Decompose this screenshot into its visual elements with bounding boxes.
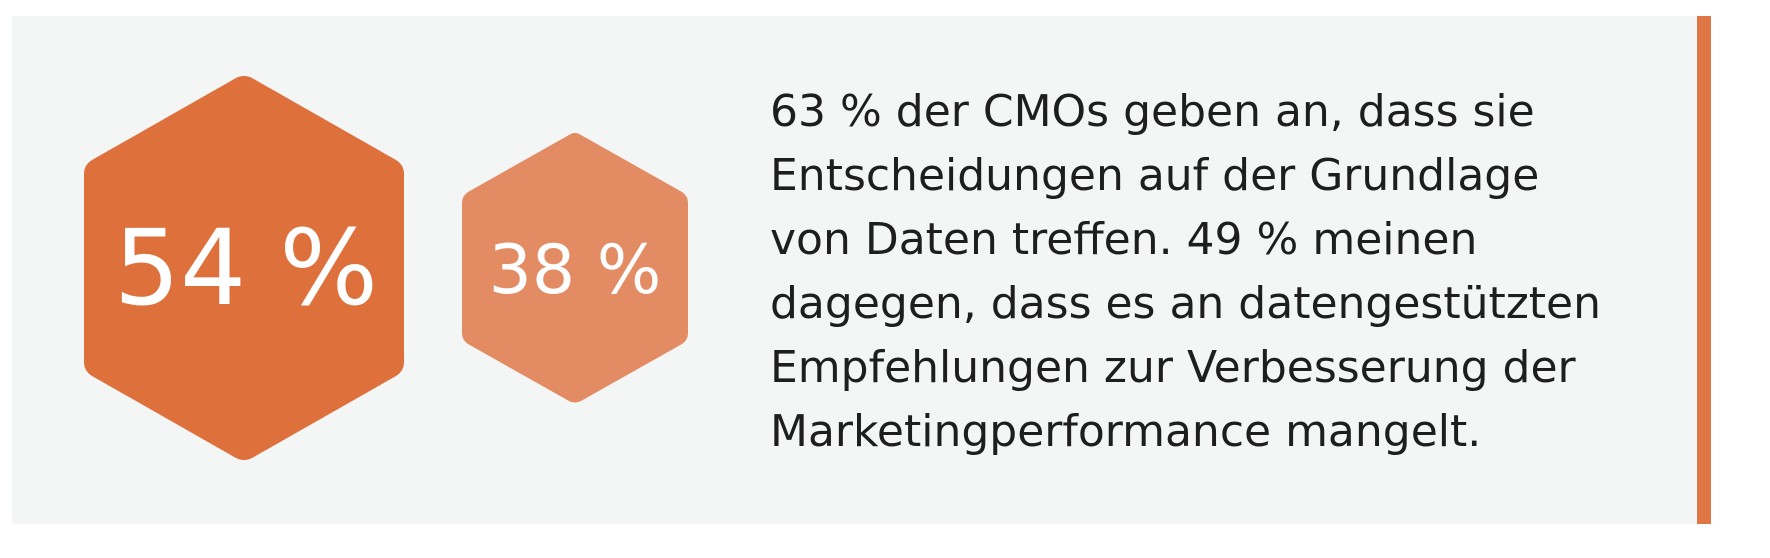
- stat-description-line: Entscheidungen auf der Grundlage: [770, 150, 1540, 201]
- stat-description-line: Empfehlungen zur Verbesserung der: [770, 342, 1576, 393]
- hexagon-shape-secondary: [462, 133, 688, 403]
- primary-stat-value: 54 %: [113, 207, 379, 329]
- stat-description: 63 % der CMOs geben an, dass sie Entsche…: [770, 80, 1670, 464]
- stat-description-line: dagegen, dass es an datengestützten: [770, 278, 1602, 329]
- stat-description-line: 63 % der CMOs geben an, dass sie: [770, 86, 1535, 137]
- stat-description-line: Marketingperformance mangelt.: [770, 406, 1482, 457]
- stat-description-line: von Daten treffen. 49 % meinen: [770, 214, 1478, 265]
- hexagon-shape-primary: [84, 76, 404, 460]
- secondary-stat-value: 38 %: [488, 230, 662, 310]
- accent-bar: [1697, 16, 1711, 524]
- hexagon-secondary-stat: 38 %: [460, 133, 690, 403]
- hexagon-primary-stat: 54 %: [80, 76, 408, 460]
